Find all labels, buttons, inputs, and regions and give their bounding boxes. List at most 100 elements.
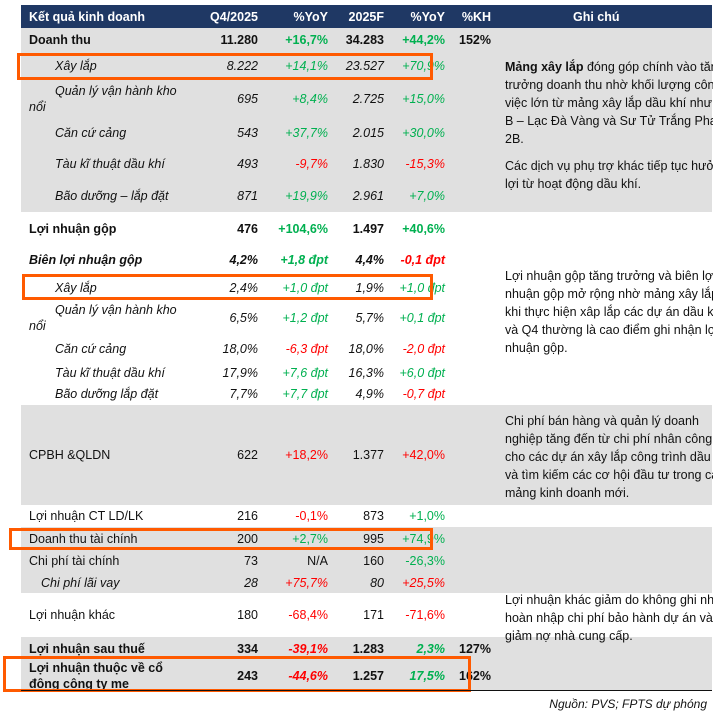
forecast-yoy-value: 17,5% [409,668,445,683]
forecast-yoy-value: +1,0 đpt [399,280,445,295]
forecast-value: 18,0% [348,341,384,356]
forecast-yoy-value: +42,0% [402,448,445,462]
yoy-value: +75,7% [285,575,328,590]
table-row: Xây lắp 8.222 +14,1% 23.527 +70,9% [21,52,712,80]
note-revenue-2: Các dịch vụ phụ trợ khác tiếp tục hưởng … [505,159,713,191]
table-row: Bão dưỡng – lắp đặt 871 +19,9% 2.961 +7,0% [21,180,712,212]
forecast-yoy-value: +40,6% [402,221,445,236]
row-label: Quản lý vận hành kho nổi [29,83,177,114]
table-row: Lợi nhuận CT LD/LK 216 -0,1% 873 +1,0% [21,505,712,527]
forecast-value: 4,4% [355,253,385,267]
q4-value: 28 [244,575,258,590]
table-row: CPBH &QLDN 622 +18,2% 1.377 +42,0% [21,405,712,505]
forecast-value: 1.830 [352,157,384,171]
forecast-value: 160 [363,554,384,568]
forecast-value: 80 [370,575,384,590]
row-label: Lợi nhuận thuộc về cổ đông công ty mẹ [29,660,163,691]
forecast-yoy-value: +25,5% [402,575,445,590]
forecast-value: 2.015 [352,125,384,140]
forecast-yoy-value: +30,0% [402,125,445,140]
forecast-yoy-value: +0,1 đpt [399,310,445,325]
forecast-yoy-value: 2,3% [416,642,446,656]
forecast-yoy-value: +1,0% [409,509,445,523]
row-label: Tàu kĩ thuật dầu khí [55,365,165,380]
yoy-value: +7,7 đpt [282,387,328,401]
yoy-value: +1,2 đpt [282,310,328,325]
table-row: Chi phí lãi vay 28 +75,7% 80 +25,5% [21,572,712,593]
row-label: Căn cứ cảng [55,125,127,140]
highlight-box [22,274,433,300]
table-row: Lợi nhuận thuộc về cổ đông công ty mẹ 243… [21,660,712,691]
header-2025f: 2025F [348,10,384,24]
row-label: Bão dưỡng lắp đặt [55,387,159,401]
forecast-value: 34.283 [345,33,384,47]
yoy-value: -39,1% [288,642,328,656]
table-row: Tàu kĩ thuật dầu khí 17,9% +7,6 đpt 16,3% +6… [21,362,712,383]
q4-value: 476 [237,221,258,236]
row-label: Chi phí lãi vay [41,575,120,590]
forecast-yoy-value: +74,9% [402,531,445,546]
row-label: Quản lý vận hành kho nổi [29,302,177,333]
q4-value: 493 [237,157,258,171]
source-note: Nguồn: PVS; FPTS dự phóng [549,697,707,711]
forecast-value: 16,3% [348,365,384,380]
note-sga: Chi phí bán hàng và quản lý doanh nghiệp… [505,414,713,500]
forecast-value: 171 [363,608,384,622]
forecast-yoy-value: -2,0 đpt [402,341,445,356]
q4-value: 18,0% [222,341,258,356]
header-yoy: %YoY [293,10,329,24]
q4-value: 7,7% [229,387,259,401]
highlight-box [9,528,433,550]
forecast-value: 995 [363,531,384,546]
q4-value: 622 [237,448,258,462]
yoy-value: +14,1% [285,59,328,73]
highlight-box [17,53,433,80]
note-other-profit: Lợi nhuận khác giảm do không ghi nhận ho… [505,593,713,643]
row-label: Doanh thu [29,33,91,47]
header-yoy-forecast: %YoY [410,10,446,24]
highlight-box [3,656,471,692]
yoy-value: -68,4% [288,608,328,622]
q4-value: 695 [237,91,258,106]
row-label: Bão dưỡng – lắp đặt [55,189,169,203]
note-gross-profit: Lợi nhuận gộp tăng trưởng và biên lợi nh… [505,269,713,355]
forecast-yoy-value: +70,9% [402,59,445,73]
row-label: Lợi nhuận khác [29,608,116,622]
yoy-value: -0,1% [295,509,328,523]
q4-value: 8.222 [226,59,258,73]
row-label: Lợi nhuận gộp [29,221,117,236]
row-label: Lợi nhuận sau thuế [29,642,145,656]
yoy-value: -44,6% [288,668,328,683]
note-revenue: Mảng xây lắp đóng góp chính vào tăng trư… [505,58,713,202]
yoy-value: +7,6 đpt [282,365,328,380]
table-row: Tàu kĩ thuật dầu khí 493 -9,7% 1.830 -15,3% [21,148,712,180]
forecast-value: 23.527 [345,59,384,73]
forecast-value: 2.725 [352,91,384,106]
table-row: Quản lý vận hành kho nổi 6,5% +1,2 đpt 5,7%… [21,300,712,335]
plan-completion-value: 152% [459,33,491,47]
header-q4: Q4/2025 [210,10,258,24]
yoy-value: +19,9% [285,189,328,203]
q4-value: 4,2% [229,253,259,267]
q4-value: 243 [237,668,258,683]
yoy-value: +16,7% [285,33,328,47]
forecast-value: 1.377 [352,448,384,462]
yoy-value: N/A [307,554,328,568]
q4-value: 200 [237,531,258,546]
plan-completion-value: 127% [459,642,491,656]
row-label: Chi phí tài chính [29,554,120,568]
header-label: Kết quả kinh doanh [29,10,145,24]
table-row: Doanh thu tài chính 200 +2,7% 995 +74,9% [21,527,712,550]
forecast-value: 1.257 [352,668,384,683]
q4-value: 6,5% [229,310,259,325]
yoy-value: +104,6% [278,221,328,236]
forecast-yoy-value: -0,7 đpt [402,387,445,401]
table-row: Chi phí tài chính 73 N/A 160 -26,3% [21,550,712,572]
table-row: Căn cứ cảng 18,0% -6,3 đpt 18,0% -2,0 đpt [21,335,712,362]
row-label: CPBH &QLDN [29,448,111,462]
table-bottom-rule [21,690,712,691]
q4-value: 180 [237,608,258,622]
table-row: Xây lắp 2,4% +1,0 đpt 1,9% +1,0 đpt [21,275,712,300]
forecast-value: 4,9% [355,387,385,401]
row-label: Lợi nhuận CT LD/LK [29,509,144,523]
